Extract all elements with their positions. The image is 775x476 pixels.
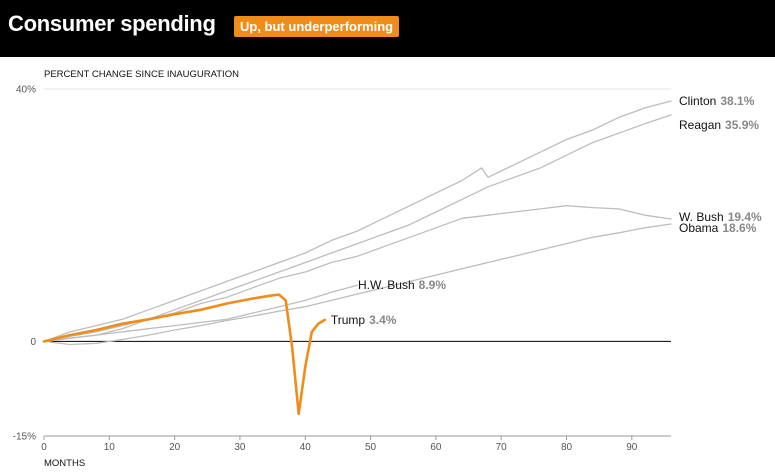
series-label-w-bush: W. Bush 19.4% [679,210,762,224]
series-name: H.W. Bush [358,278,415,292]
x-tick-label: 30 [234,442,246,453]
series-line-trump [42,293,327,416]
series-label-h-w-bush: H.W. Bush 8.9% [358,278,446,292]
x-axis-label: MONTHS [44,458,85,469]
x-tick-label: 10 [104,442,116,453]
series-name: Reagan [679,118,721,132]
line-chart: PERCENT CHANGE SINCE INAUGURATION MONTHS… [13,69,762,469]
y-axis-label: PERCENT CHANGE SINCE INAUGURATION [44,69,239,80]
series-value: 8.9% [419,278,447,292]
series-label-clinton: Clinton 38.1% [679,94,755,108]
series-name: Obama [679,221,719,235]
series-label-obama: Obama 18.6% [679,221,757,235]
x-tick-label: 0 [41,442,47,453]
x-tick-label: 60 [430,442,442,453]
series-value: 38.1% [720,94,754,108]
series-value: 19.4% [728,210,762,224]
series-line-h-w-bush [43,284,359,343]
series-line-clinton [43,100,672,343]
y-tick-label: 0 [30,337,36,348]
axes: PERCENT CHANGE SINCE INAUGURATION MONTHS… [13,69,671,469]
series-value: 18.6% [722,221,756,235]
series-value: 35.9% [725,118,759,132]
x-tick-label: 20 [169,442,181,453]
x-tick-label: 80 [561,442,573,453]
series-line-reagan [43,114,672,343]
y-tick-label: -15% [13,432,36,443]
series-value: 3.4% [369,313,397,327]
x-tick-label: 40 [300,442,312,453]
series-label-reagan: Reagan 35.9% [679,118,759,132]
subtitle-badge: Up, but underperforming [234,16,400,37]
x-tick-label: 90 [626,442,638,453]
chart-header: Consumer spending Up, but underperformin… [0,0,775,57]
series-name: Trump [331,313,366,327]
chart-title: Consumer spending [8,11,216,36]
x-tick-label: 70 [496,442,508,453]
series-name: W. Bush [679,210,724,224]
series-label-trump: Trump 3.4% [331,313,397,327]
x-tick-label: 50 [365,442,377,453]
grid [44,88,671,437]
series-name: Clinton [679,94,716,108]
series-labels: Clinton 38.1%Reagan 35.9%W. Bush 19.4%Obama… [331,94,762,327]
series-lines [42,100,672,416]
series-line-obama [43,223,672,346]
y-tick-label: 40% [16,85,36,96]
